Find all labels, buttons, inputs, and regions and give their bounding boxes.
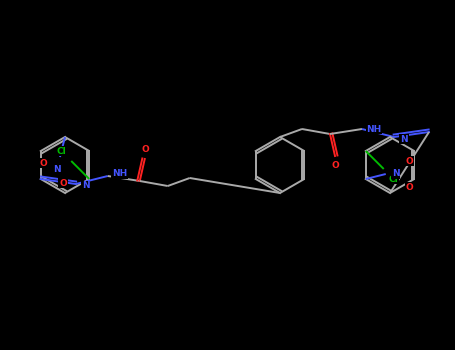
Text: Cl: Cl (389, 175, 399, 183)
Text: O: O (331, 161, 339, 170)
Text: N: N (82, 182, 90, 190)
Text: Cl: Cl (56, 147, 66, 155)
Text: NH: NH (366, 125, 382, 133)
Text: O: O (406, 156, 414, 166)
Text: NH: NH (112, 169, 127, 178)
Text: N: N (392, 169, 399, 178)
Text: N: N (400, 134, 408, 144)
Text: O: O (142, 145, 150, 154)
Text: O: O (406, 182, 414, 191)
Text: O: O (39, 159, 47, 168)
Text: N: N (53, 164, 61, 174)
Text: O: O (59, 178, 67, 188)
